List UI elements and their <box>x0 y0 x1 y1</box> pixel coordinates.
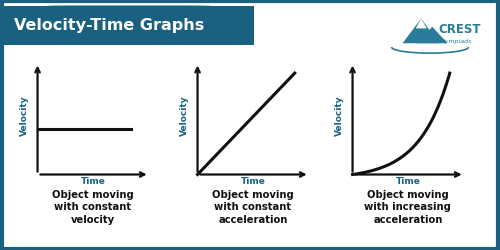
Text: Object moving
with constant
velocity: Object moving with constant velocity <box>52 190 134 225</box>
Polygon shape <box>416 18 426 28</box>
Text: CREST: CREST <box>439 23 482 36</box>
Text: Time: Time <box>240 177 266 186</box>
Text: Velocity: Velocity <box>20 96 28 136</box>
Text: Time: Time <box>80 177 106 186</box>
Bar <box>4 6 129 25</box>
Text: Object moving
with increasing
acceleration: Object moving with increasing accelerati… <box>364 190 452 225</box>
Text: Velocity: Velocity <box>180 96 188 136</box>
Text: Velocity-Time Graphs: Velocity-Time Graphs <box>14 18 204 33</box>
Polygon shape <box>417 27 448 43</box>
FancyBboxPatch shape <box>4 6 254 45</box>
Text: Olympiads: Olympiads <box>439 39 472 44</box>
Text: Velocity: Velocity <box>334 96 344 136</box>
Polygon shape <box>402 18 439 43</box>
Text: Object moving
with constant
acceleration: Object moving with constant acceleration <box>212 190 294 225</box>
Text: Time: Time <box>396 177 420 186</box>
